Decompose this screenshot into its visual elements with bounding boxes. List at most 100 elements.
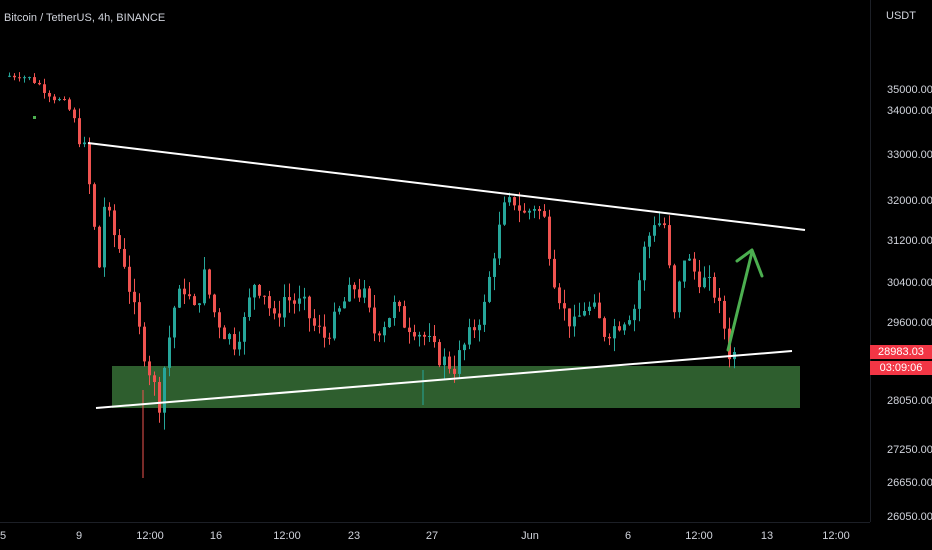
candle-body [343, 301, 346, 309]
candle-body [13, 75, 16, 78]
candle-body [318, 325, 321, 327]
candle-body [458, 350, 461, 374]
candle-body [298, 298, 301, 304]
candle-body [368, 288, 371, 308]
time-axis-border [0, 522, 870, 523]
candle-body [638, 280, 641, 309]
price-tick-label: 29600.00 [887, 317, 932, 329]
time-tick-label: 13 [761, 530, 773, 542]
candle-body [303, 296, 306, 299]
indicator-dot [33, 116, 36, 119]
candle-body [268, 296, 271, 309]
candle-body [673, 265, 676, 313]
time-tick-label: 12:00 [136, 530, 164, 542]
candle-body [713, 276, 716, 298]
candle-body [718, 297, 721, 301]
candle-body [698, 271, 701, 288]
candle-body [433, 335, 436, 343]
candle-body [423, 334, 426, 337]
candle-body [278, 313, 281, 318]
candle-body [38, 82, 41, 85]
candle-body [693, 258, 696, 272]
candle-body [453, 368, 456, 374]
candle-body [348, 284, 351, 302]
candle-body [143, 326, 146, 362]
price-tick-label: 27250.00 [887, 444, 932, 456]
price-tick-label: 34000.00 [887, 105, 932, 117]
candle-body [293, 300, 296, 304]
candle-body [523, 210, 526, 213]
candle-body [438, 342, 441, 366]
candle-body [18, 77, 21, 79]
candle-body [78, 118, 81, 145]
candle-body [378, 333, 381, 336]
candle-body [258, 284, 261, 296]
candle-body [353, 284, 356, 290]
candle-body [138, 302, 141, 327]
candle-body [468, 327, 471, 345]
candle-body [633, 308, 636, 321]
candle-body [488, 276, 491, 302]
price-tick-label: 26650.00 [887, 477, 932, 489]
time-tick-label: 27 [426, 530, 438, 542]
candle-body [678, 281, 681, 313]
time-axis: 5 9 12:00 16 12:00 23 27 Jun 6 12:00 13 12:00 [0, 530, 850, 542]
candle-body [543, 211, 546, 217]
candle-body [428, 335, 431, 337]
candle-body [283, 297, 286, 318]
time-tick-label: Jun [521, 530, 539, 542]
candle-body [708, 276, 711, 278]
candle-body [623, 324, 626, 331]
price-axis-border [870, 0, 871, 522]
candles-layer [8, 72, 736, 478]
candle-body [578, 315, 581, 317]
candle-body [648, 235, 651, 247]
candle-body [553, 258, 556, 288]
candle-body [178, 288, 181, 308]
candle-body [408, 327, 411, 333]
candle-body [73, 109, 76, 119]
candle-body [653, 225, 656, 236]
candle-body [163, 367, 166, 413]
candle-body [363, 288, 366, 298]
time-tick-label: 6 [625, 530, 631, 542]
candle-body [123, 248, 126, 267]
candle-body [558, 287, 561, 304]
candle-body [448, 356, 451, 369]
resistance-trendline [87, 142, 806, 231]
candle-body [373, 307, 376, 334]
candle-body [88, 142, 91, 185]
candle-body [333, 311, 336, 339]
candle-body [688, 258, 691, 261]
last-price-label: 28983.03 [870, 345, 932, 359]
candle-body [443, 356, 446, 366]
symbol-title[interactable]: Bitcoin / TetherUS, 4h, BINANCE [4, 12, 166, 24]
projection-arrow-shaft [726, 250, 754, 352]
candle-body [248, 297, 251, 317]
candle-body [683, 260, 686, 282]
candle-body [403, 306, 406, 328]
candle-body [23, 77, 26, 79]
candle-body [513, 197, 516, 206]
trendlines-layer [87, 142, 806, 409]
price-tick-label: 35000.00 [887, 84, 932, 96]
candle-body [383, 327, 386, 336]
candle-body [148, 361, 151, 376]
candle-body [723, 300, 726, 329]
candle-body [228, 334, 231, 340]
candle-body [83, 142, 86, 145]
price-tick-label: 32000.00 [887, 195, 932, 207]
time-tick-label: 23 [348, 530, 360, 542]
price-tick-label: 28050.00 [887, 395, 932, 407]
candle-body [573, 316, 576, 327]
candle-body [243, 316, 246, 342]
price-tick-label: 26050.00 [887, 511, 932, 523]
candle-body [548, 216, 551, 259]
candle-body [323, 326, 326, 338]
candle-body [273, 308, 276, 314]
candle-body [618, 326, 621, 331]
candle-body [338, 308, 341, 312]
candle-body [218, 312, 221, 328]
candle-body [253, 284, 256, 298]
